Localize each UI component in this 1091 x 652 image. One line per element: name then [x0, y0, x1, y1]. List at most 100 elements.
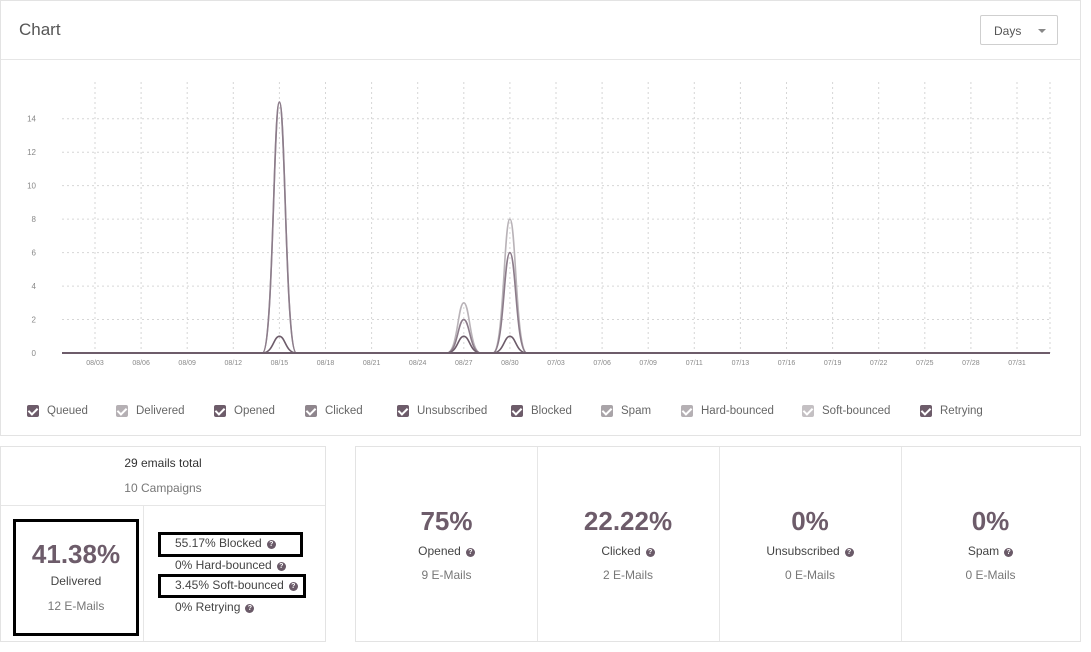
divider	[537, 447, 538, 641]
y-tick-label: 0	[32, 349, 37, 358]
x-tick-label: 07/16	[778, 360, 796, 367]
spam-label: Spam?	[901, 544, 1080, 558]
chart-title: Chart	[19, 20, 61, 39]
legend-label: Hard-bounced	[701, 405, 774, 417]
unsubscribed-count: 0 E-Mails	[784, 568, 835, 582]
chart-card: Chart Days 0 2 4 6 8 10 12 14 08/03 08/06 08/09 08/…	[0, 0, 1081, 436]
checkbox-icon[interactable]	[601, 405, 613, 417]
checkbox-icon[interactable]	[681, 405, 693, 417]
x-tick-label: 07/03	[547, 360, 565, 367]
y-tick-label: 2	[32, 316, 37, 325]
y-tick-label: 12	[27, 148, 36, 157]
help-icon[interactable]: ?	[245, 604, 255, 613]
x-tick-label: 08/27	[455, 360, 473, 367]
line-chart: 0 2 4 6 8 10 12 14 08/03 08/06 08/09 08/12 08/15 08/1…	[27, 82, 1051, 367]
opened-stat: 75% Opened? 9 E-Mails	[356, 447, 537, 641]
highlight-box-blocked	[158, 532, 303, 557]
divider	[143, 505, 144, 641]
clicked-percent: 22.22%	[583, 506, 673, 536]
delivered-percent: 41.38%	[31, 539, 121, 569]
blocked-text: 55.17% Blocked	[175, 536, 262, 550]
y-tick-label: 10	[27, 182, 36, 191]
divider	[901, 447, 902, 641]
opened-count: 9 E-Mails	[421, 568, 472, 582]
help-icon[interactable]: ?	[266, 540, 276, 549]
help-icon[interactable]: ?	[1004, 548, 1014, 557]
x-tick-label: 08/06	[132, 360, 150, 367]
spam-percent: 0%	[971, 506, 1010, 536]
retrying-stat: 0% Retrying?	[175, 600, 255, 614]
help-icon[interactable]: ?	[465, 548, 475, 557]
spam-count: 0 E-Mails	[965, 568, 1016, 582]
spam-stat: 0% Spam? 0 E-Mails	[901, 447, 1080, 641]
checkbox-icon[interactable]	[116, 405, 128, 417]
x-tick-label: 08/15	[271, 360, 289, 367]
chart-header: Chart Days	[1, 1, 1080, 60]
hard-bounced-text: 0% Hard-bounced	[175, 558, 272, 572]
x-tick-label: 08/03	[86, 360, 104, 367]
delivered-label: Delivered	[50, 574, 102, 588]
divider	[719, 447, 720, 641]
chevron-down-icon	[1038, 29, 1046, 33]
unsubscribed-stat: 0% Unsubscribed? 0 E-Mails	[719, 447, 901, 641]
clicked-label: Clicked?	[537, 544, 719, 558]
x-tick-label: 07/31	[1008, 360, 1026, 367]
help-icon[interactable]: ?	[288, 582, 298, 591]
legend-label: Clicked	[325, 405, 363, 417]
y-tick-label: 6	[32, 249, 37, 258]
help-icon[interactable]: ?	[276, 562, 286, 571]
delivered-count: 12 E-Mails	[47, 599, 105, 613]
x-tick-label: 07/19	[824, 360, 842, 367]
help-icon[interactable]: ?	[645, 548, 655, 557]
legend-label: Delivered	[136, 405, 185, 417]
delivered-stat: 41.38% Delivered 12 E-Mails	[13, 519, 139, 636]
period-select-value: Days	[994, 24, 1022, 38]
blocked-stat: 55.17% Blocked?	[175, 536, 276, 550]
x-tick-label: 07/13	[732, 360, 750, 367]
legend-label: Unsubscribed	[417, 405, 488, 417]
help-icon[interactable]: ?	[844, 548, 854, 557]
emails-total: 29 emails total	[124, 456, 202, 470]
y-tick-label: 14	[27, 115, 36, 124]
unsubscribed-label: Unsubscribed?	[719, 544, 901, 558]
x-tick-label: 07/06	[593, 360, 611, 367]
x-tick-label: 07/28	[962, 360, 980, 367]
summary-header: 29 emails total 10 Campaigns	[1, 447, 325, 506]
opened-label: Opened?	[356, 544, 537, 558]
opened-percent: 75%	[420, 506, 473, 536]
series-line-delivered	[62, 101, 1050, 354]
legend-label: Retrying	[940, 405, 983, 417]
checkbox-icon[interactable]	[802, 405, 814, 417]
checkbox-icon[interactable]	[305, 405, 317, 417]
legend-label: Opened	[234, 405, 275, 417]
campaigns-count: 10 Campaigns	[124, 481, 202, 495]
checkbox-icon[interactable]	[920, 405, 932, 417]
retrying-text: 0% Retrying	[175, 600, 241, 614]
x-tick-label: 07/25	[916, 360, 934, 367]
engagement-stats: 75% Opened? 9 E-Mails 22.22% Clicked? 2 …	[355, 446, 1081, 642]
checkbox-icon[interactable]	[27, 405, 39, 417]
clicked-count: 2 E-Mails	[602, 568, 653, 582]
x-tick-label: 08/12	[225, 360, 243, 367]
legend-label: Soft-bounced	[822, 405, 891, 417]
checkbox-icon[interactable]	[511, 405, 523, 417]
delivery-summary: 29 emails total 10 Campaigns 41.38% Deli…	[0, 446, 326, 642]
period-select[interactable]: Days	[980, 15, 1058, 45]
x-tick-label: 07/09	[639, 360, 657, 367]
x-tick-label: 08/24	[409, 360, 427, 367]
soft-bounced-stat: 3.45% Soft-bounced?	[175, 578, 298, 592]
clicked-stat: 22.22% Clicked? 2 E-Mails	[537, 447, 719, 641]
x-tick-label: 08/21	[363, 360, 381, 367]
checkbox-icon[interactable]	[214, 405, 226, 417]
soft-bounced-text: 3.45% Soft-bounced	[175, 578, 284, 592]
legend-label: Queued	[47, 405, 88, 417]
x-tick-label: 08/09	[178, 360, 196, 367]
x-tick-label: 07/22	[870, 360, 888, 367]
legend-label: Spam	[621, 405, 652, 417]
x-tick-label: 08/18	[317, 360, 335, 367]
unsubscribed-percent: 0%	[791, 506, 829, 536]
highlight-box-soft-bounced	[158, 574, 306, 598]
legend-label: Blocked	[531, 405, 572, 417]
x-tick-label: 08/30	[501, 360, 519, 367]
checkbox-icon[interactable]	[397, 405, 409, 417]
